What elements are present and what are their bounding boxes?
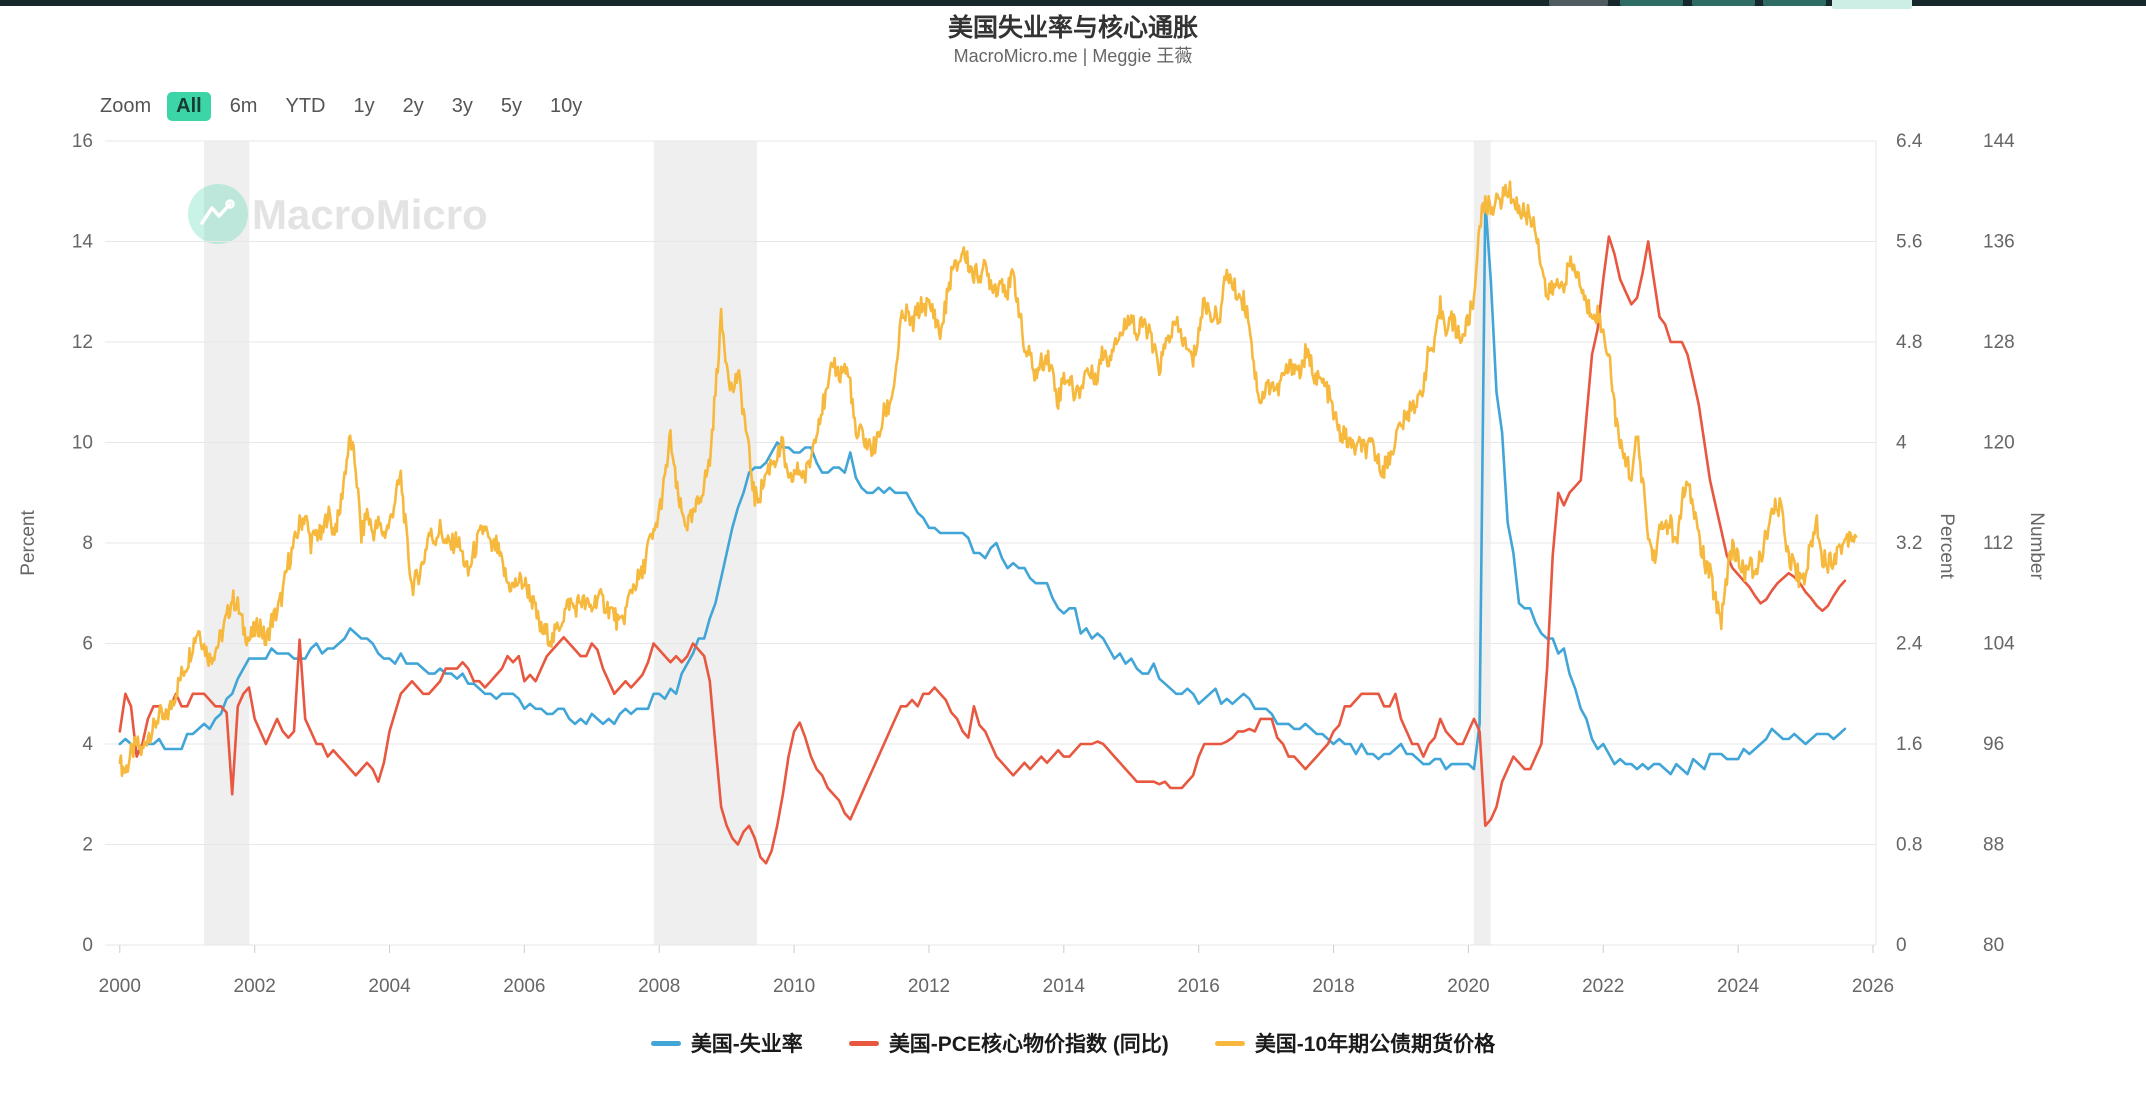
legend-item-0[interactable]: 美国-失业率 [650,1028,803,1058]
right-percent-axis-tick-label: 1.6 [1896,734,1922,755]
left-axis-tick-label: 8 [82,533,93,554]
right-percent-axis-tick-label: 5.6 [1896,232,1922,253]
right-number-axis-tick-label: 104 [1983,634,2015,655]
legend-item-label: 美国-10年期公债期货价格 [1254,1033,1496,1056]
right-percent-axis-tick-label: 0.8 [1896,835,1922,856]
zoom-range-2y-button[interactable]: 2y [402,94,424,117]
x-axis-tick-label: 2016 [1178,976,1220,997]
legend-item-1[interactable]: 美国-PCE核心物价指数 (同比) [848,1028,1169,1058]
x-axis-tick-label: 2012 [908,976,950,997]
right-percent-axis-tick-label: 4.8 [1896,332,1922,353]
x-axis-tick-label: 2004 [368,976,411,997]
right-number-axis-tick-label: 112 [1983,533,2013,554]
top-strip-segment [1549,0,1608,6]
macromicro-watermark-logo: MacroMicro [188,184,488,244]
legend-item-label: 美国-PCE核心物价指数 (同比) [888,1033,1169,1056]
top-strip-segment [1692,0,1755,6]
x-axis-tick-label: 2014 [1043,976,1086,997]
x-axis-tick-label: 2006 [503,976,545,997]
zoom-range-6m-button[interactable]: 6m [229,94,258,117]
x-axis-tick-label: 2008 [638,976,680,997]
series-line-0[interactable] [118,200,1847,776]
left-axis-tick-label: 16 [72,131,93,152]
x-axis-tick-label: 2020 [1447,976,1489,997]
legend-item-label: 美国-失业率 [690,1033,803,1056]
left-axis-title: Percent [18,510,39,576]
left-axis-tick-label: 12 [72,332,93,353]
page-subtitle: MacroMicro.me | Meggie 王薇 [953,46,1193,66]
series-line-2[interactable] [118,180,1858,778]
right-number-axis-tick-label: 80 [1983,935,2004,956]
right-percent-axis-tick-label: 2.4 [1896,634,1923,655]
top-strip-segment [1832,0,1912,9]
right-percent-axis-tick-label: 0 [1896,935,1907,956]
legend-line-swatch [848,1040,879,1046]
right-number-axis-tick-label: 136 [1983,232,2015,253]
legend-item-2[interactable]: 美国-10年期公债期货价格 [1214,1028,1496,1058]
x-axis-tick-label: 2018 [1312,976,1354,997]
chart-legend: 美国-失业率 美国-PCE核心物价指数 (同比) 美国-10年期公债期货价格 [0,1028,2146,1058]
right-percent-axis-tick-label: 6.4 [1896,131,1923,152]
right-number-axis-tick-label: 144 [1983,131,2015,152]
left-axis-tick-label: 4 [82,734,93,755]
zoom-label: Zoom [100,94,152,117]
x-axis-tick-label: 2022 [1582,976,1624,997]
right-number-axis-tick-label: 128 [1983,332,2015,353]
x-axis-tick-label: 2010 [773,976,815,997]
zoom-range-ytd-button[interactable]: YTD [285,94,326,117]
right-number-axis-title: Number [2026,512,2047,580]
right-number-axis-tick-label: 88 [1983,835,2004,856]
zoom-range-10y-button[interactable]: 10y [549,94,583,117]
left-axis-tick-label: 14 [72,232,94,253]
zoom-range-1y-button[interactable]: 1y [353,94,375,117]
right-number-axis-tick-label: 96 [1983,734,2004,755]
zoom-range-all-button[interactable]: All [167,91,211,121]
legend-line-swatch [1214,1040,1245,1046]
series-line-1[interactable] [118,235,1847,865]
top-strip-segment [1763,0,1826,6]
x-axis-tick-label: 2024 [1717,976,1760,997]
left-axis-tick-label: 10 [72,433,93,454]
macromicro-watermark-text: MacroMicro [252,191,488,238]
left-axis-tick-label: 6 [82,634,93,655]
right-percent-axis-tick-label: 4 [1896,433,1907,454]
right-percent-axis-tick-label: 3.2 [1896,533,1922,554]
right-percent-axis-title: Percent [1936,513,1957,579]
browser-top-strip [0,0,2146,9]
x-axis-tick-label: 2002 [234,976,276,997]
zoom-controls: Zoom All 6m YTD 1y 2y 3y 5y 10y [100,90,591,122]
x-axis-tick-label: 2000 [99,976,141,997]
left-axis-tick-label: 0 [82,935,93,956]
x-axis-tick-label: 2026 [1852,976,1894,997]
zoom-range-3y-button[interactable]: 3y [451,94,473,117]
left-axis-tick-label: 2 [82,835,93,856]
top-strip-segment [1620,0,1683,6]
page-title: 美国失业率与核心通胀 [947,14,1198,42]
legend-line-swatch [650,1040,681,1046]
right-number-axis-tick-label: 120 [1983,433,2015,454]
zoom-range-5y-button[interactable]: 5y [500,94,522,117]
